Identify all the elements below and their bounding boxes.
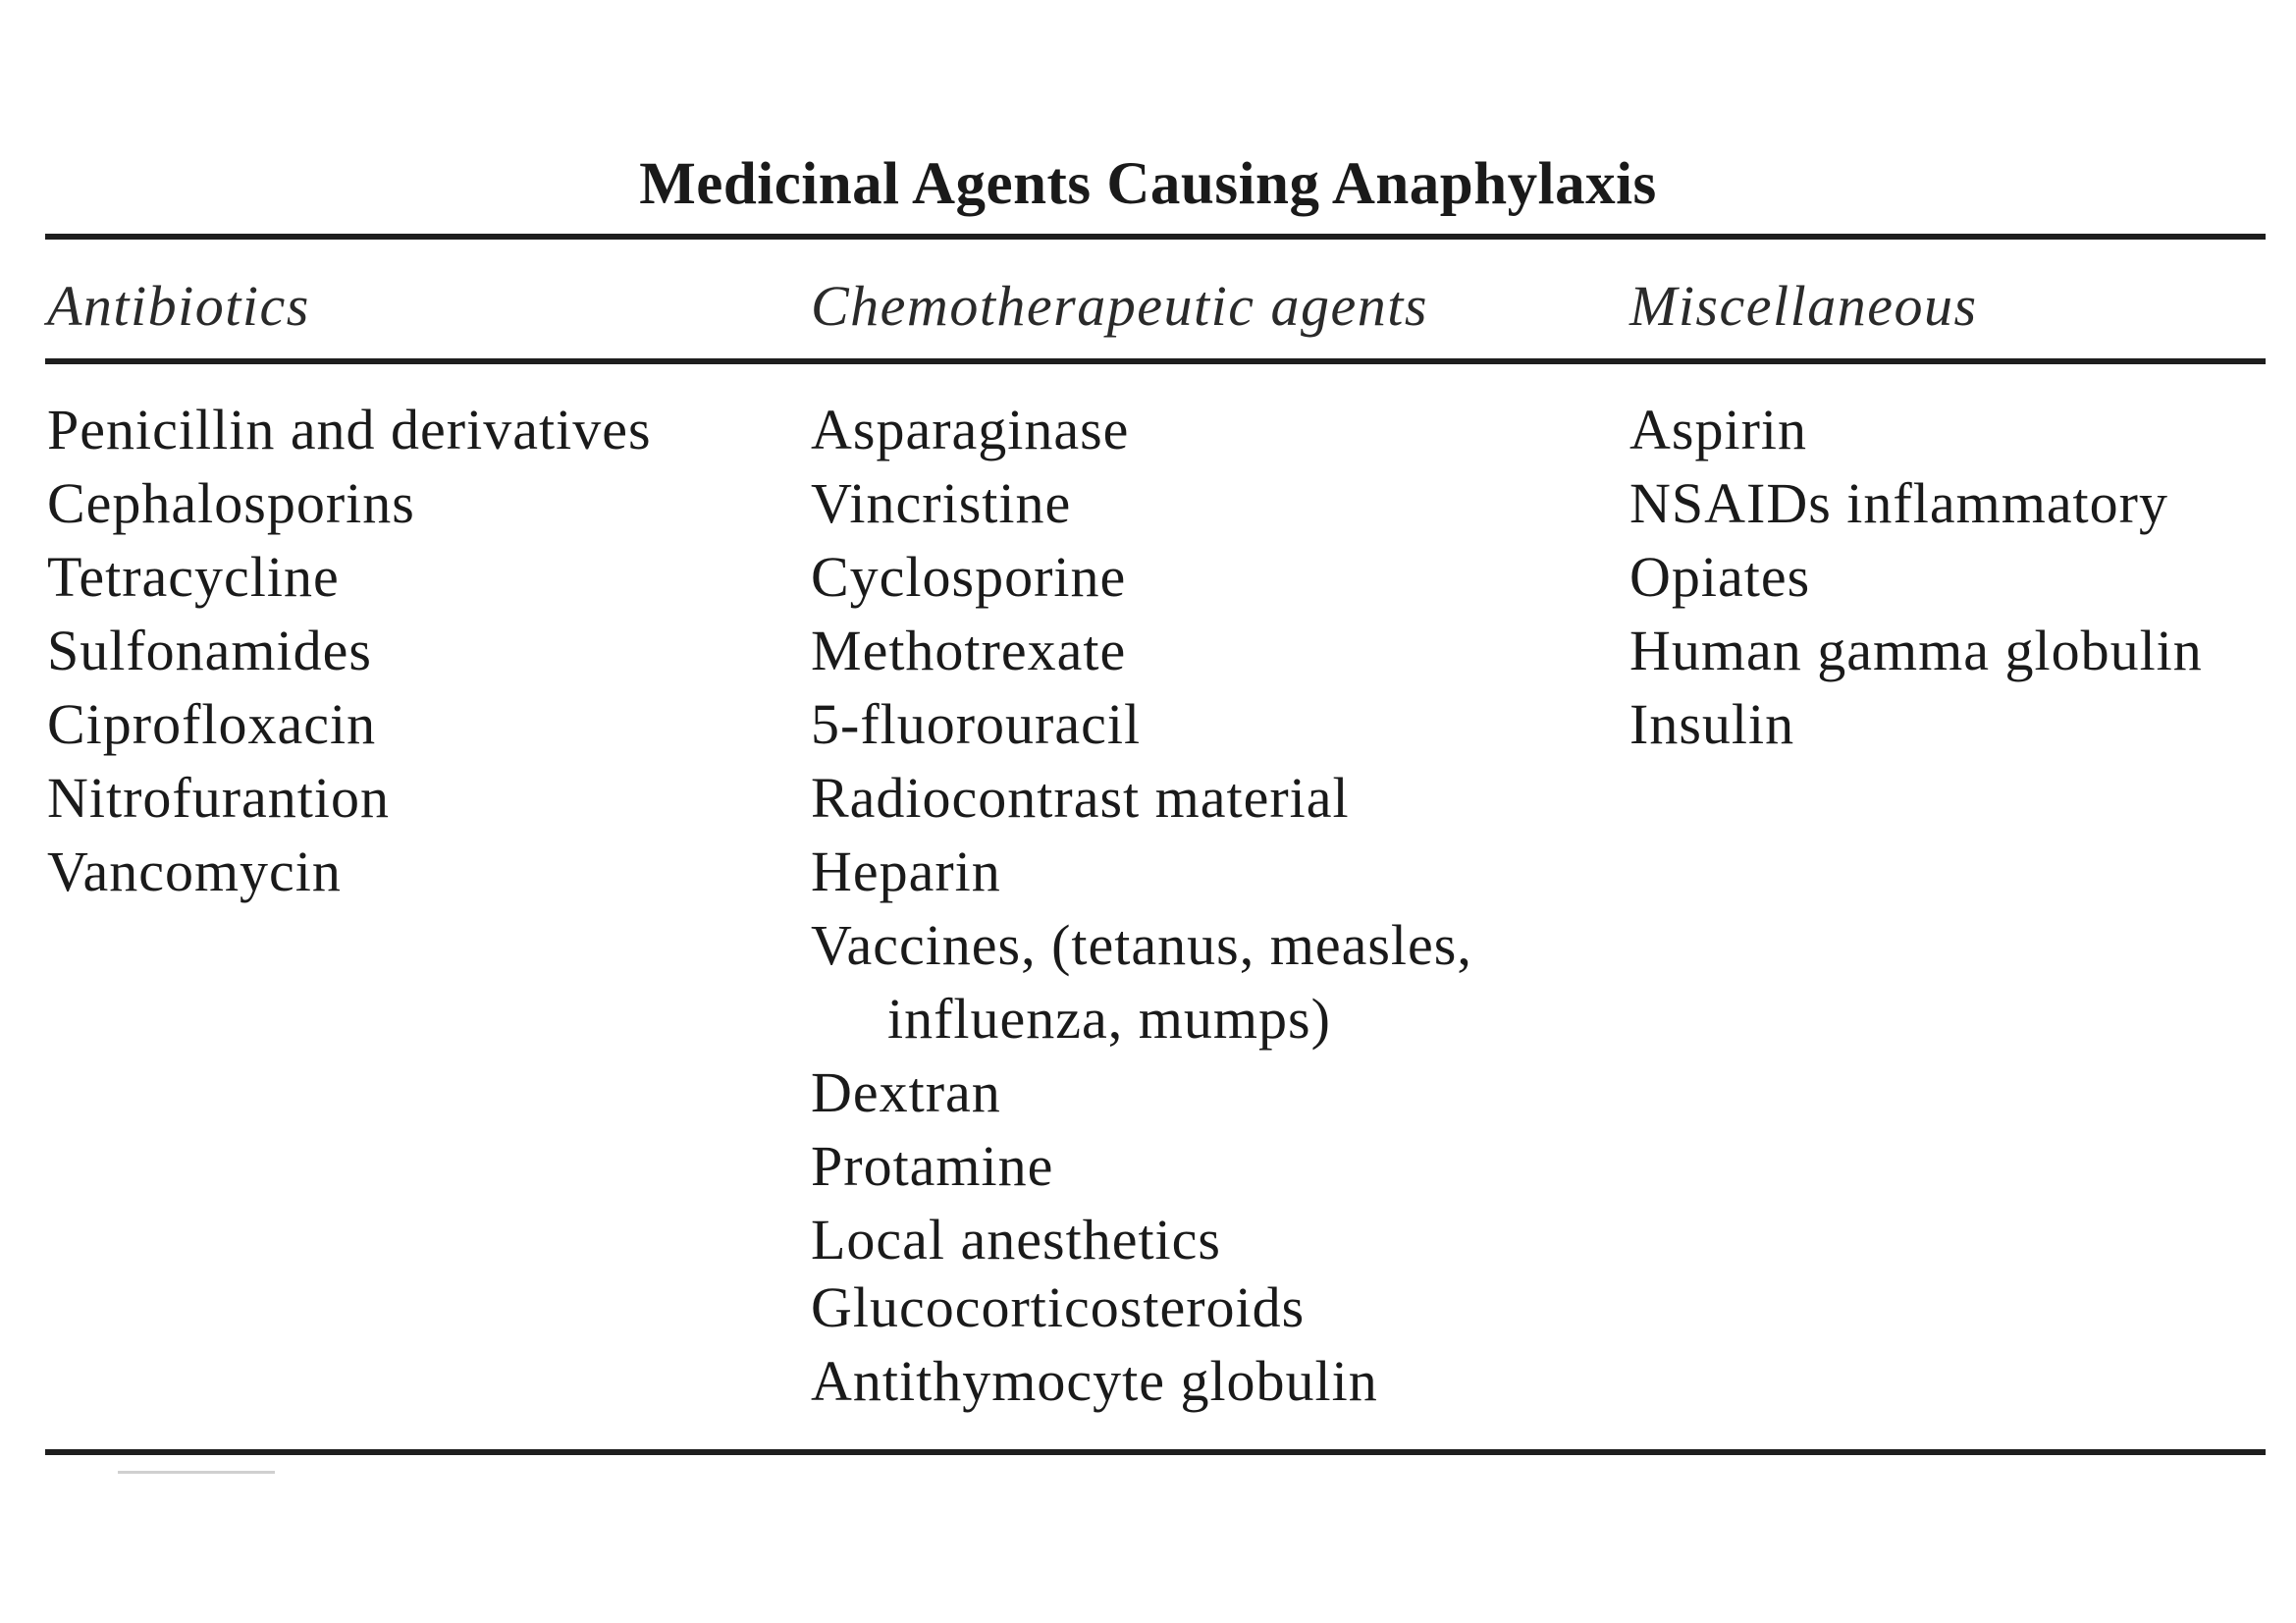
list-item: NSAIDs inflammatory xyxy=(1629,471,2168,535)
list-item: Aspirin xyxy=(1629,398,1807,461)
column-header-chemotherapeutic-agents: Chemotherapeutic agents xyxy=(811,274,1428,338)
list-item: Nitrofurantion xyxy=(47,766,391,830)
list-item: Cyclosporine xyxy=(811,545,1127,609)
list-item: Penicillin and derivatives xyxy=(47,398,652,461)
continuation-text: influenza, mumps) xyxy=(887,987,1331,1051)
list-item: Vaccines, (tetanus, measles, xyxy=(811,913,1472,977)
list-item: Ciprofloxacin xyxy=(47,692,377,756)
table-title: Medicinal Agents Causing Anaphylaxis xyxy=(639,151,1657,217)
list-item: Tetracycline xyxy=(47,545,340,609)
list-item: Dextran xyxy=(811,1060,1001,1124)
list-item: Human gamma globulin xyxy=(1629,619,2203,682)
miscellaneous-list: Aspirin NSAIDs inflammatory Opiates Huma… xyxy=(1629,393,2203,761)
faint-scan-mark xyxy=(118,1471,275,1474)
antibiotics-list: Penicillin and derivatives Cephalosporin… xyxy=(47,393,652,908)
list-item: Radiocontrast material xyxy=(811,766,1350,830)
list-item: Cephalosporins xyxy=(47,471,415,535)
list-item: Asparaginase xyxy=(811,398,1130,461)
list-item: Vancomycin xyxy=(47,839,342,903)
bottom-rule xyxy=(45,1449,2266,1455)
list-item: Protamine xyxy=(811,1134,1054,1198)
list-item: Heparin xyxy=(811,839,1001,903)
list-item: Glucocorticosteroids xyxy=(811,1275,1306,1339)
list-item: Antithymocyte globulin xyxy=(811,1349,1378,1413)
list-item: Methotrexate xyxy=(811,619,1127,682)
column-header-antibiotics: Antibiotics xyxy=(47,274,310,338)
list-item-continuation: influenza, mumps) xyxy=(811,982,1472,1055)
list-item: 5-fluorouracil xyxy=(811,692,1142,756)
list-item: Opiates xyxy=(1629,545,1811,609)
chemotherapeutic-agents-list: Asparaginase Vincristine Cyclosporine Me… xyxy=(811,393,1472,1418)
top-rule xyxy=(45,234,2266,240)
column-header-miscellaneous: Miscellaneous xyxy=(1629,274,1978,338)
list-item: Sulfonamides xyxy=(47,619,372,682)
header-rule xyxy=(45,358,2266,364)
list-item: Insulin xyxy=(1629,692,1795,756)
list-item: Vincristine xyxy=(811,471,1072,535)
list-item: Local anesthetics xyxy=(811,1208,1221,1271)
